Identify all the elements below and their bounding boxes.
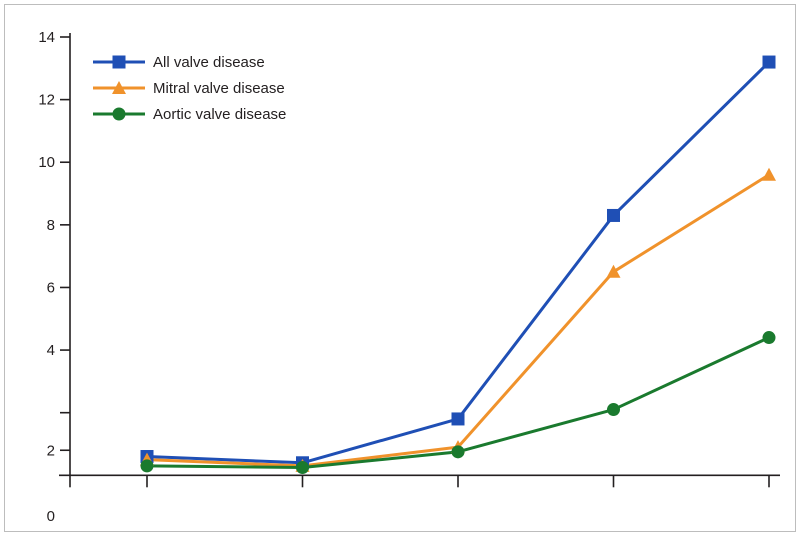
data-point-circle bbox=[296, 460, 309, 474]
series-markers bbox=[140, 55, 776, 474]
data-point-triangle bbox=[762, 167, 776, 181]
y-tick-label: 8 bbox=[47, 217, 55, 234]
y-tick-label: 0 bbox=[47, 508, 55, 525]
legend-marker-triangle bbox=[112, 81, 126, 94]
y-tick-label: 6 bbox=[47, 279, 55, 296]
y-tick-label: 10 bbox=[38, 154, 55, 171]
y-tick-label: 12 bbox=[38, 92, 55, 109]
legend-label: Aortic valve disease bbox=[153, 106, 286, 123]
legend-label: Mitral valve disease bbox=[153, 80, 285, 97]
y-tick-labels: 14 12 10 8 6 4 2 0 bbox=[38, 29, 55, 525]
legend-label: All valve disease bbox=[153, 54, 265, 71]
data-point-circle bbox=[140, 459, 154, 473]
y-tick-label: 14 bbox=[38, 29, 55, 46]
legend: All valve disease Mitral valve disease Aor… bbox=[93, 54, 286, 123]
axes bbox=[59, 33, 780, 488]
data-point-square bbox=[607, 208, 620, 222]
data-point-circle bbox=[762, 331, 776, 345]
data-point-triangle bbox=[606, 264, 621, 278]
y-tick-label: 2 bbox=[47, 442, 55, 459]
chart-frame: 14 12 10 8 6 4 2 0 All valve disease Mitral valv… bbox=[4, 4, 796, 532]
data-point-square bbox=[451, 412, 465, 426]
data-point-circle bbox=[451, 445, 465, 459]
legend-marker-square bbox=[112, 55, 126, 69]
legend-marker-circle bbox=[112, 107, 126, 121]
y-tick-label: 4 bbox=[47, 342, 55, 359]
data-point-square bbox=[762, 55, 776, 69]
data-point-circle bbox=[607, 403, 620, 417]
line-chart: 14 12 10 8 6 4 2 0 All valve disease Mitral valv… bbox=[38, 29, 780, 525]
